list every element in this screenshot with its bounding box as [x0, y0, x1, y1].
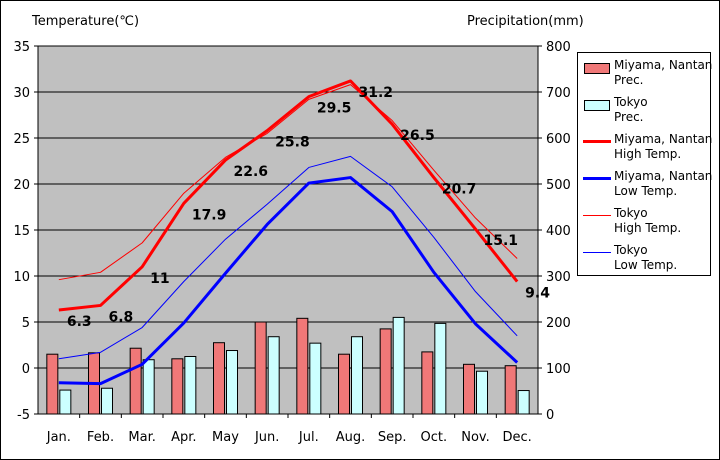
data-label: 29.5 — [317, 101, 352, 117]
left-tick-label: 35 — [13, 40, 30, 55]
left-tick-label: 25 — [13, 132, 30, 147]
right-tick-label: 300 — [546, 270, 571, 285]
bar — [379, 328, 392, 415]
right-tick-label: 0 — [546, 408, 554, 423]
right-axis-title: Precipitation(mm) — [467, 14, 584, 29]
left-tick-label: 30 — [13, 86, 30, 101]
left-tick-label: 20 — [13, 178, 30, 193]
legend-line-tokyo-low — [583, 252, 611, 253]
x-tick-label: Dec. — [503, 430, 532, 445]
bar — [213, 342, 225, 415]
legend-item-miyama-high: Miyama, Nantan High Temp. — [578, 131, 713, 167]
data-label: 6.3 — [67, 314, 92, 330]
left-tick-label: 15 — [13, 224, 30, 239]
legend-swatch-miyama-prec — [584, 63, 610, 74]
bar — [392, 316, 405, 415]
legend: Miyama, Nantan Prec. Tokyo Prec. Miyama,… — [577, 52, 713, 278]
right-tick-label: 200 — [546, 316, 571, 331]
legend-label-miyama-high: Miyama, Nantan High Temp. — [614, 132, 713, 161]
right-tick-label: 100 — [546, 362, 571, 377]
bar — [351, 336, 363, 415]
bar — [59, 389, 72, 415]
x-tick-label: Feb. — [87, 430, 114, 445]
legend-item-miyama-low: Miyama, Nantan Low Temp. — [578, 168, 713, 204]
bar — [434, 322, 447, 415]
series-line — [58, 176, 519, 386]
x-tick-label: Jan. — [46, 430, 71, 445]
bar — [517, 390, 530, 415]
x-tick-label: Jul. — [298, 430, 319, 445]
bar — [476, 370, 488, 415]
series-line — [58, 79, 519, 312]
x-tick-label: Sep. — [378, 430, 407, 445]
data-label: 31.2 — [359, 85, 394, 101]
data-label: 26.5 — [400, 128, 435, 144]
data-label: 17.9 — [192, 207, 227, 223]
x-tick-label: Jun. — [254, 430, 279, 445]
left-axis-title: Temperature(℃) — [32, 14, 140, 29]
legend-item-miyama-prec: Miyama, Nantan Prec. — [578, 57, 713, 93]
series-line — [58, 155, 518, 360]
legend-label-tokyo-low: Tokyo Low Temp. — [614, 243, 678, 272]
legend-item-tokyo-high: Tokyo High Temp. — [578, 205, 710, 241]
bar — [309, 342, 322, 415]
legend-line-miyama-high — [583, 140, 611, 143]
data-label: 20.7 — [442, 182, 477, 198]
bar — [296, 317, 309, 415]
data-label: 9.4 — [525, 286, 550, 302]
bar — [338, 353, 350, 415]
bar — [142, 359, 155, 415]
right-tick-label: 400 — [546, 224, 571, 239]
series-line — [58, 84, 518, 281]
bar — [267, 336, 280, 415]
x-tick-label: May — [212, 430, 239, 445]
right-tick-label: 500 — [546, 178, 571, 193]
x-tick-label: Mar. — [128, 430, 155, 445]
data-label: 6.8 — [109, 309, 134, 325]
legend-item-tokyo-low: Tokyo Low Temp. — [578, 242, 710, 278]
left-tick-label: 5 — [22, 316, 30, 331]
bar — [171, 358, 184, 415]
right-tick-label: 600 — [546, 132, 571, 147]
legend-line-miyama-low — [583, 177, 611, 180]
bar — [226, 350, 238, 415]
legend-line-tokyo-high — [583, 215, 611, 216]
x-tick-label: Apr. — [171, 430, 196, 445]
legend-swatch-tokyo-prec — [584, 100, 610, 111]
left-tick-label: 10 — [13, 270, 30, 285]
bar — [254, 321, 267, 415]
legend-label-tokyo-prec: Tokyo Prec. — [614, 95, 648, 124]
bar — [129, 347, 142, 415]
data-label: 15.1 — [484, 233, 519, 249]
x-tick-label: Nov. — [461, 430, 490, 445]
x-tick-label: Oct. — [421, 430, 448, 445]
right-tick-label: 800 — [546, 40, 571, 55]
bar — [46, 353, 59, 415]
legend-label-miyama-prec: Miyama, Nantan Prec. — [614, 58, 713, 87]
left-tick-label: -5 — [17, 408, 30, 423]
left-tick-label: 0 — [22, 362, 30, 377]
bar — [463, 363, 475, 415]
bar — [504, 365, 517, 415]
data-label: 11 — [150, 271, 169, 287]
bar — [101, 387, 113, 415]
data-label: 25.8 — [275, 135, 310, 151]
x-tick-label: Aug. — [336, 430, 366, 445]
bar — [184, 356, 197, 415]
legend-label-tokyo-high: Tokyo High Temp. — [614, 206, 682, 235]
bar — [421, 351, 434, 415]
data-label: 22.6 — [234, 164, 269, 180]
legend-item-tokyo-prec: Tokyo Prec. — [578, 94, 710, 130]
legend-label-miyama-low: Miyama, Nantan Low Temp. — [614, 169, 713, 198]
right-tick-label: 700 — [546, 86, 571, 101]
